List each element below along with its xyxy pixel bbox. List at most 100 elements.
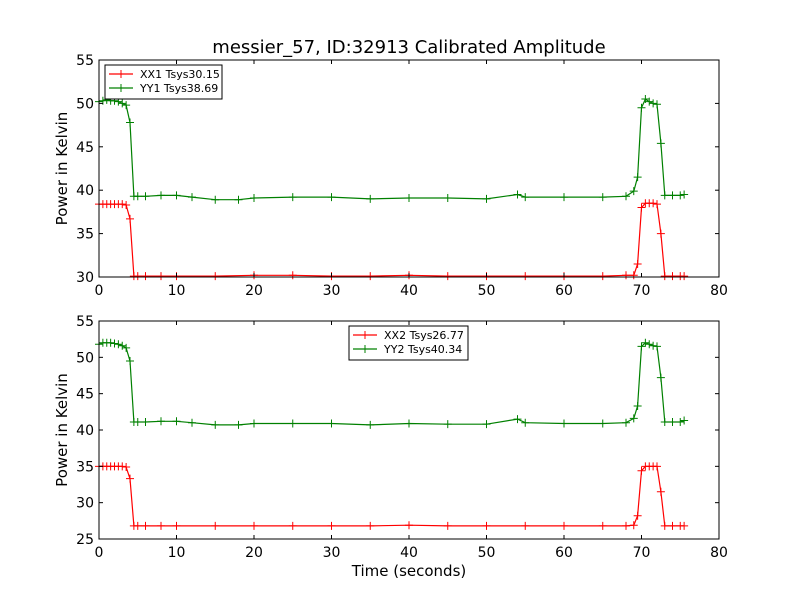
data-point bbox=[668, 418, 677, 427]
data-point bbox=[288, 521, 297, 530]
legend-box bbox=[348, 325, 469, 361]
data-point bbox=[660, 272, 669, 281]
data-point bbox=[172, 191, 181, 200]
data-point bbox=[668, 191, 677, 200]
data-point bbox=[211, 420, 220, 429]
data-point bbox=[653, 100, 661, 109]
x-tick-label: 0 bbox=[95, 545, 104, 561]
data-point bbox=[114, 340, 123, 349]
data-point bbox=[660, 521, 669, 530]
data-point bbox=[366, 420, 375, 429]
data-point bbox=[633, 511, 642, 520]
x-tick-label: 60 bbox=[555, 283, 573, 299]
x-tick-label: 40 bbox=[400, 283, 418, 299]
data-point bbox=[110, 339, 119, 348]
data-point bbox=[676, 191, 685, 200]
legend-box bbox=[104, 64, 223, 100]
x-tick-label: 10 bbox=[168, 545, 186, 561]
data-point bbox=[141, 521, 150, 530]
data-point bbox=[250, 419, 258, 428]
data-point bbox=[172, 417, 181, 426]
data-point bbox=[405, 521, 413, 530]
data-point bbox=[676, 418, 685, 427]
data-point bbox=[482, 194, 491, 203]
x-tick-label: 40 bbox=[400, 545, 418, 561]
y-tick-label: 35 bbox=[76, 227, 94, 243]
legend-label: YY2 Tsys40.34 bbox=[383, 343, 462, 356]
x-tick-label: 0 bbox=[95, 283, 104, 299]
data-point bbox=[637, 342, 646, 351]
data-point bbox=[622, 271, 630, 280]
data-point bbox=[327, 521, 336, 530]
data-point bbox=[637, 203, 646, 212]
x-axis-label: Time (seconds) bbox=[351, 562, 467, 580]
data-point bbox=[443, 272, 452, 281]
data-point bbox=[118, 200, 127, 209]
chart-title: messier_57, ID:32913 Calibrated Amplitud… bbox=[212, 37, 605, 58]
data-point bbox=[560, 193, 568, 202]
data-point bbox=[645, 340, 654, 349]
y-tick-label: 40 bbox=[76, 183, 94, 199]
series-group bbox=[95, 338, 689, 530]
data-point bbox=[482, 420, 491, 429]
data-point bbox=[513, 415, 522, 424]
data-point bbox=[133, 521, 142, 530]
x-tick-label: 10 bbox=[168, 283, 186, 299]
data-point bbox=[680, 190, 689, 199]
data-point bbox=[622, 192, 630, 201]
data-point bbox=[250, 194, 258, 203]
data-point bbox=[633, 259, 642, 268]
data-point bbox=[327, 419, 336, 428]
y-tick-label: 35 bbox=[76, 459, 94, 475]
x-tick-label: 20 bbox=[245, 283, 263, 299]
data-point bbox=[656, 373, 665, 382]
data-point bbox=[122, 101, 131, 110]
x-tick-label: 50 bbox=[478, 545, 496, 561]
data-point bbox=[680, 416, 689, 425]
data-point bbox=[250, 521, 258, 530]
legend-marker bbox=[361, 331, 369, 339]
data-point bbox=[234, 195, 243, 204]
data-point bbox=[405, 419, 413, 428]
data-point bbox=[288, 271, 297, 280]
data-point bbox=[629, 521, 638, 530]
y-tick-label: 40 bbox=[76, 423, 94, 439]
data-point bbox=[133, 272, 142, 281]
data-point bbox=[680, 521, 689, 530]
data-point bbox=[443, 521, 452, 530]
data-point bbox=[649, 341, 658, 350]
data-point bbox=[641, 338, 650, 347]
data-point bbox=[157, 417, 165, 426]
legend-marker bbox=[361, 345, 369, 353]
data-point bbox=[122, 463, 131, 472]
x-tick-label: 20 bbox=[245, 545, 263, 561]
data-point bbox=[598, 272, 607, 281]
x-tick-label: 80 bbox=[710, 545, 728, 561]
y-tick-label: 30 bbox=[76, 270, 94, 286]
data-point bbox=[656, 139, 665, 148]
data-point bbox=[521, 272, 530, 281]
data-point bbox=[656, 229, 665, 238]
data-point bbox=[106, 338, 115, 347]
data-point bbox=[560, 419, 568, 428]
data-point bbox=[656, 487, 665, 496]
data-point bbox=[598, 521, 607, 530]
data-point bbox=[211, 195, 220, 204]
y-tick-label: 55 bbox=[76, 314, 94, 330]
data-point bbox=[126, 474, 134, 483]
x-tick-label: 60 bbox=[555, 545, 573, 561]
data-point bbox=[668, 272, 677, 281]
data-point bbox=[366, 272, 375, 281]
y-axis-label: Power in Kelvin bbox=[53, 373, 71, 487]
y-tick-label: 45 bbox=[76, 140, 94, 156]
legend-label: YY1 Tsys38.69 bbox=[139, 82, 218, 95]
data-point bbox=[157, 521, 165, 530]
data-point bbox=[668, 521, 677, 530]
data-point bbox=[482, 521, 491, 530]
legend-marker bbox=[117, 70, 125, 78]
data-point bbox=[122, 343, 131, 352]
data-point bbox=[118, 462, 127, 471]
